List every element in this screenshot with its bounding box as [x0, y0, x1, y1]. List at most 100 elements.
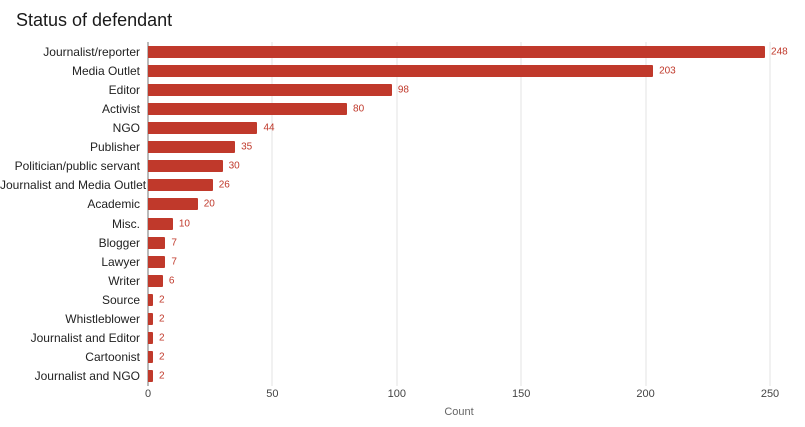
bar-track: 203 [148, 64, 770, 77]
category-label: Whistleblower [65, 312, 140, 327]
bar-row: Politician/public servant 30 [0, 157, 770, 176]
category-label: Activist [101, 101, 140, 116]
bar-row: Whistleblower 2 [0, 310, 770, 329]
bar-row: Writer 6 [0, 271, 770, 290]
category-label: Cartoonist [85, 350, 140, 365]
gridline [396, 42, 398, 386]
category-label: Journalist and NGO [34, 369, 140, 384]
bar-track: 98 [148, 83, 770, 96]
bar-track: 248 [148, 45, 788, 58]
bar-track: 44 [148, 121, 770, 134]
bar [148, 351, 153, 364]
bar-row: Journalist and NGO 2 [0, 367, 770, 386]
bar-track: 26 [148, 179, 770, 192]
value-label: 7 [171, 256, 177, 268]
bar [148, 45, 766, 58]
bar [148, 370, 153, 383]
value-label: 20 [203, 198, 215, 210]
rows-layer: Journalist/reporter 248 Media Outlet 203 Edi… [0, 42, 788, 386]
bar [148, 332, 153, 345]
category-label: Academic [87, 197, 140, 212]
value-label: 2 [158, 313, 165, 325]
value-label: 203 [659, 65, 676, 77]
value-label: 10 [178, 218, 190, 230]
chart-title: Status of defendant [16, 10, 173, 30]
x-tick-label: 200 [636, 388, 655, 400]
bar-track: 20 [148, 198, 770, 211]
y-axis-line [147, 42, 149, 386]
bar [148, 160, 223, 173]
category-label: Politician/public servant [14, 159, 140, 174]
bar [148, 313, 153, 326]
bar-row: NGO 44 [0, 118, 770, 137]
bar [148, 236, 166, 249]
bar-track: 2 [148, 351, 770, 364]
category-label: Media Outlet [71, 63, 140, 78]
bar-row: Cartoonist 2 [0, 348, 770, 367]
bar [148, 121, 258, 134]
bar-track: 80 [148, 102, 770, 115]
category-label: Editor [108, 82, 140, 97]
gridline [769, 42, 771, 386]
value-label: 98 [397, 84, 409, 96]
x-tick-label: 150 [512, 388, 531, 400]
bar-row: Editor 98 [0, 80, 770, 99]
x-tick-label: 250 [760, 388, 780, 400]
bar-row: Blogger 7 [0, 233, 770, 252]
category-label: Blogger [98, 235, 140, 250]
bar-track: 2 [148, 332, 770, 345]
bar-row: Activist 80 [0, 99, 770, 118]
gridline [520, 42, 522, 386]
x-axis-ticks: 0 50 100 150 200 250 [144, 388, 779, 402]
bar-row: Publisher 35 [0, 138, 770, 157]
gridline [645, 42, 647, 386]
category-label: Lawyer [101, 254, 140, 269]
bar-row: Source 2 [0, 290, 770, 309]
bar-track: 6 [148, 274, 770, 287]
category-label: Writer [108, 273, 140, 288]
bar-row: Journalist and Editor 2 [0, 329, 770, 348]
value-label: 2 [158, 294, 165, 306]
value-label: 44 [263, 122, 275, 134]
category-label: Misc. [112, 216, 140, 231]
bar-row: Journalist/reporter 248 [0, 42, 788, 61]
bar-track: 2 [148, 293, 770, 306]
bar-track: 7 [148, 255, 770, 268]
value-label: 2 [158, 332, 165, 344]
bar [148, 179, 213, 192]
bar [148, 217, 173, 230]
bar-row: Lawyer 7 [0, 252, 770, 271]
bar-row: Misc. 10 [0, 214, 770, 233]
value-label: 80 [353, 103, 365, 115]
bar [148, 83, 392, 96]
x-tick-label: 0 [144, 388, 152, 400]
value-label: 7 [171, 237, 177, 249]
bar [148, 64, 654, 77]
plot-area: Journalist/reporter 248 Media Outlet 203 Edi… [0, 42, 805, 386]
bar-track: 35 [148, 141, 770, 154]
gridline [271, 42, 273, 386]
grid-layer [147, 42, 771, 386]
bar [148, 102, 348, 115]
bar [148, 293, 153, 306]
x-tick-label: 50 [266, 388, 279, 400]
value-label: 2 [158, 351, 165, 363]
bar-track: 10 [148, 217, 770, 230]
bar [148, 274, 163, 287]
bar-row: Media Outlet 203 [0, 61, 770, 80]
value-label: 35 [241, 141, 253, 153]
bar [148, 198, 198, 211]
category-label: Journalist and Media Outlet [0, 178, 147, 193]
category-label: Journalist/reporter [43, 44, 140, 59]
x-tick-label: 100 [387, 388, 406, 400]
category-label: Source [101, 292, 140, 307]
bar-track: 2 [148, 370, 770, 383]
bar-track: 2 [148, 313, 770, 326]
bar-row: Journalist and Media Outlet 26 [0, 176, 770, 195]
value-label: 30 [228, 160, 240, 172]
x-axis-title: Count [444, 406, 474, 418]
category-label: Journalist and Editor [30, 331, 140, 346]
value-label: 6 [168, 275, 175, 287]
bar-track: 30 [148, 160, 770, 173]
